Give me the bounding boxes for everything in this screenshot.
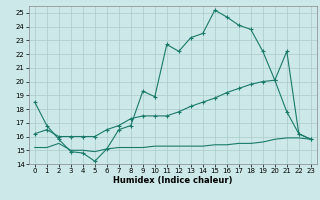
X-axis label: Humidex (Indice chaleur): Humidex (Indice chaleur) xyxy=(113,176,233,185)
